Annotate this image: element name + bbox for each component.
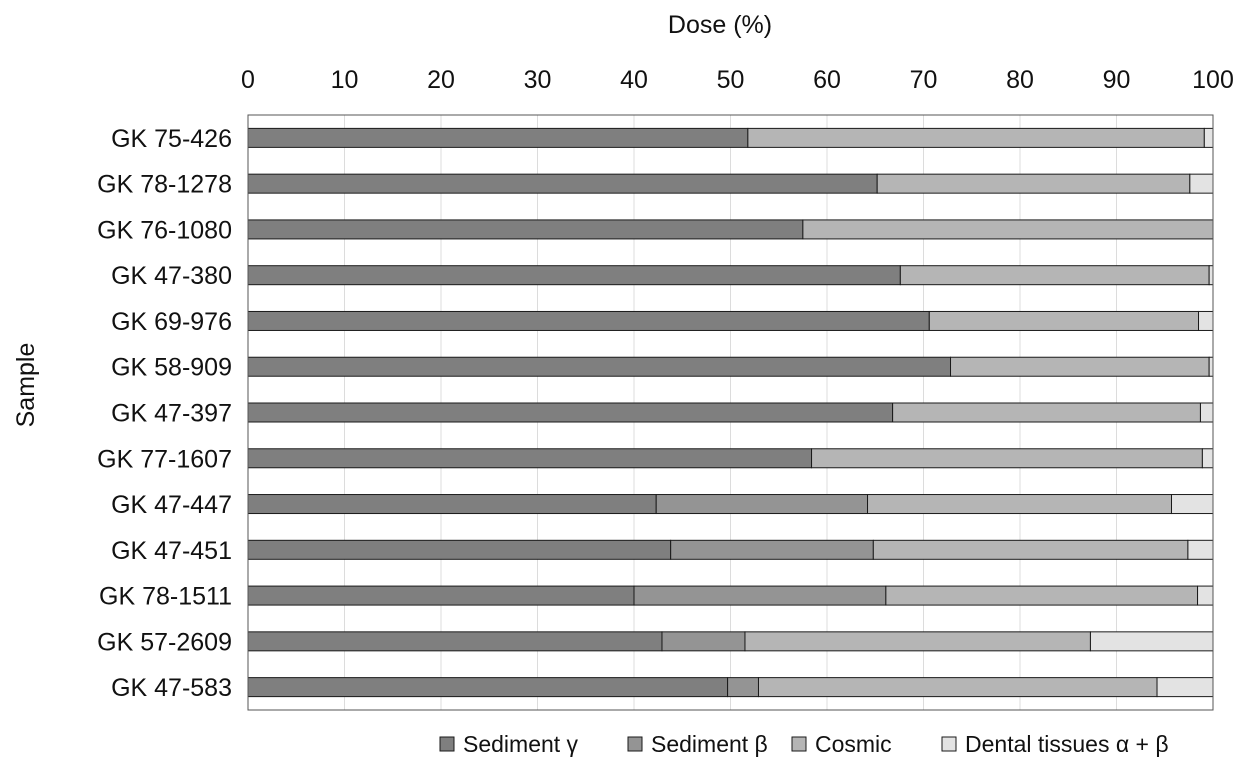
- x-tick-label: 100: [1192, 66, 1234, 94]
- x-tick-label: 90: [1103, 66, 1131, 94]
- bar-segment: [247, 494, 657, 515]
- x-tick-label: 20: [427, 66, 455, 94]
- y-tick-label: GK 75-426: [111, 125, 232, 153]
- bar-segment: [1208, 356, 1214, 377]
- bar-segment: [247, 265, 901, 286]
- y-tick-label: GK 77-1607: [97, 445, 232, 473]
- bar-segment: [867, 494, 1173, 515]
- legend-label: Sediment γ: [463, 731, 579, 757]
- bar-segment: [876, 173, 1191, 194]
- y-tick-label: GK 69-976: [111, 308, 232, 336]
- legend-swatch: [791, 736, 807, 752]
- bar-segment: [1189, 173, 1214, 194]
- bar-segment: [247, 677, 729, 698]
- x-tick-label: 70: [910, 66, 938, 94]
- bars: [247, 127, 1214, 698]
- y-tick-label: GK 78-1511: [99, 583, 232, 611]
- x-tick-label: 10: [331, 66, 359, 94]
- y-tick-label: GK 47-451: [111, 537, 232, 565]
- x-tick-label: 80: [1006, 66, 1034, 94]
- x-tick-label: 40: [620, 66, 648, 94]
- y-tick-label: GK 76-1080: [97, 216, 232, 244]
- legend-label: Dental tissues α + β: [965, 731, 1169, 757]
- legend-swatch: [941, 736, 957, 752]
- bar-segment: [247, 539, 672, 560]
- bar-segment: [747, 127, 1205, 148]
- bar-segment: [247, 585, 635, 606]
- bar-segment: [899, 265, 1210, 286]
- bar-segment: [670, 539, 874, 560]
- bar-segment: [1208, 265, 1214, 286]
- legend: Sediment γ Sediment β Cosmic Dental tissues…: [439, 731, 1169, 757]
- bar-segment: [1197, 585, 1214, 606]
- bar-segment: [872, 539, 1189, 560]
- legend-label: Cosmic: [815, 731, 892, 757]
- bar-segment: [1199, 402, 1214, 423]
- bar-segment: [247, 127, 749, 148]
- bar-segment: [950, 356, 1210, 377]
- bar-segment: [1203, 127, 1214, 148]
- bar-segment: [247, 631, 663, 652]
- bar-segment: [802, 219, 1214, 240]
- bar-segment: [892, 402, 1201, 423]
- legend-swatch: [439, 736, 455, 752]
- bar-segment: [661, 631, 746, 652]
- bar-segment: [655, 494, 869, 515]
- bar-segment: [928, 310, 1200, 331]
- bar-segment: [247, 356, 952, 377]
- bar-segment: [247, 173, 878, 194]
- bar-segment: [247, 219, 804, 240]
- y-tick-label: GK 47-380: [111, 262, 232, 290]
- bar-segment: [757, 677, 1158, 698]
- bar-segment: [247, 448, 813, 469]
- y-tick-label: GK 47-583: [111, 674, 232, 702]
- bar-segment: [247, 402, 894, 423]
- bar-segment: [744, 631, 1091, 652]
- y-axis-ticks: GK 75-426 GK 78-1278 GK 76-1080 GK 47-380 GK…: [97, 125, 232, 702]
- bar-segment: [885, 585, 1199, 606]
- bar-segment: [633, 585, 887, 606]
- x-tick-label: 50: [717, 66, 745, 94]
- x-axis-ticks: 0 10 20 30 40 50 60 70 80 90 100: [241, 66, 1234, 94]
- bar-segment: [1187, 539, 1214, 560]
- x-tick-label: 60: [813, 66, 841, 94]
- bar-segment: [727, 677, 759, 698]
- plot-frame: [247, 114, 1214, 711]
- bar-segment: [1089, 631, 1214, 652]
- bar-segment: [1201, 448, 1214, 469]
- y-axis-title: Sample: [12, 343, 40, 428]
- y-tick-label: GK 57-2609: [97, 628, 232, 656]
- bar-segment: [247, 310, 930, 331]
- bar-segment: [1198, 310, 1214, 331]
- y-tick-label: GK 58-909: [111, 354, 232, 382]
- y-tick-label: GK 78-1278: [97, 171, 232, 199]
- bar-segment: [1171, 494, 1214, 515]
- bar-segment: [811, 448, 1203, 469]
- y-tick-label: GK 47-397: [111, 400, 232, 428]
- bar-segment: [1156, 677, 1214, 698]
- x-tick-label: 0: [241, 66, 255, 94]
- y-tick-label: GK 47-447: [111, 491, 232, 519]
- x-tick-label: 30: [524, 66, 552, 94]
- legend-swatch: [627, 736, 643, 752]
- x-axis-title: Dose (%): [668, 11, 772, 39]
- legend-label: Sediment β: [651, 731, 768, 757]
